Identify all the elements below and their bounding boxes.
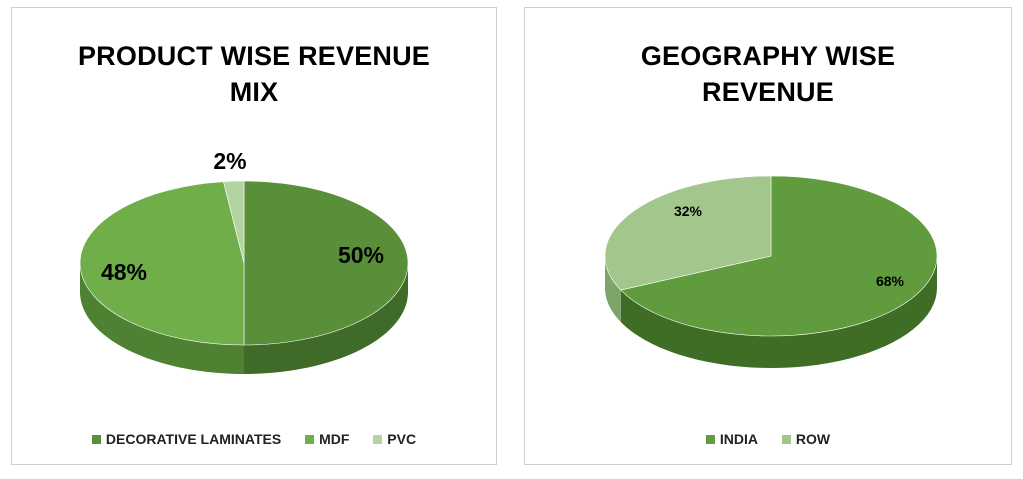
data-label-mdf: 48% xyxy=(101,259,147,285)
legend-swatch xyxy=(705,435,715,444)
legend-item-pvc: PVC xyxy=(373,431,416,447)
legend-label: DECORATIVE LAMINATES xyxy=(105,431,282,447)
product-revenue-chart: PRODUCT WISE REVENUE MIX 50% 48% 2% DECORA… xyxy=(11,7,497,465)
legend-item-india: INDIA xyxy=(705,431,758,447)
data-label-decorative-laminates: 50% xyxy=(338,242,384,268)
geography-pie: 68% 32% xyxy=(604,175,938,368)
chart-title: PRODUCT WISE REVENUE MIX xyxy=(77,41,431,107)
chart-title: GEOGRAPHY WISE REVENUE xyxy=(640,41,896,107)
slice-mdf xyxy=(79,181,245,346)
slice-row xyxy=(604,175,772,291)
legend-label: PVC xyxy=(387,431,417,447)
slice-side-row xyxy=(605,256,621,323)
slice-side-india xyxy=(620,256,937,368)
slice-pvc xyxy=(223,180,245,264)
legend-label: INDIA xyxy=(719,431,758,447)
legend-label: MDF xyxy=(319,431,350,447)
legend: DECORATIVE LAMINATES MDF PVC xyxy=(12,431,496,447)
slice-side-decorative-laminates xyxy=(244,263,408,374)
product-pie: 50% 48% 2% xyxy=(79,148,409,374)
legend-swatch xyxy=(373,435,383,444)
legend-item-mdf: MDF xyxy=(305,431,349,447)
data-label-pvc: 2% xyxy=(213,148,246,174)
legend-item-decorative-laminates: DECORATIVE LAMINATES xyxy=(91,431,282,447)
legend-swatch xyxy=(305,435,315,444)
geography-revenue-chart: GEOGRAPHY WISE REVENUE 68% 32% INDIA ROW xyxy=(524,7,1012,465)
slice-india xyxy=(620,175,938,337)
slice-decorative-laminates xyxy=(243,180,409,346)
legend: INDIA ROW xyxy=(525,431,1011,447)
data-label-india: 68% xyxy=(876,273,905,289)
slice-side-mdf xyxy=(80,263,244,374)
legend-label: ROW xyxy=(795,431,831,447)
legend-swatch xyxy=(781,435,791,444)
legend-item-row: ROW xyxy=(781,431,831,447)
legend-swatch xyxy=(91,435,101,444)
data-label-row: 32% xyxy=(674,203,703,219)
